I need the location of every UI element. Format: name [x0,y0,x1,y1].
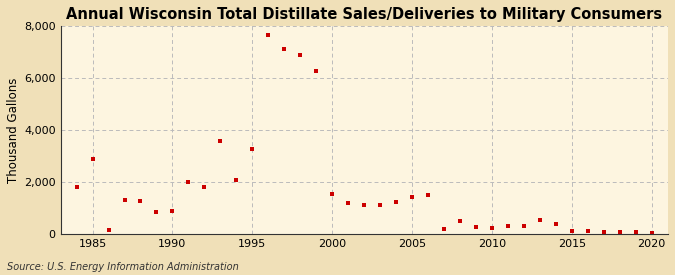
Title: Annual Wisconsin Total Distillate Sales/Deliveries to Military Consumers: Annual Wisconsin Total Distillate Sales/… [66,7,662,22]
Y-axis label: Thousand Gallons: Thousand Gallons [7,77,20,183]
Text: Source: U.S. Energy Information Administration: Source: U.S. Energy Information Administ… [7,262,238,272]
